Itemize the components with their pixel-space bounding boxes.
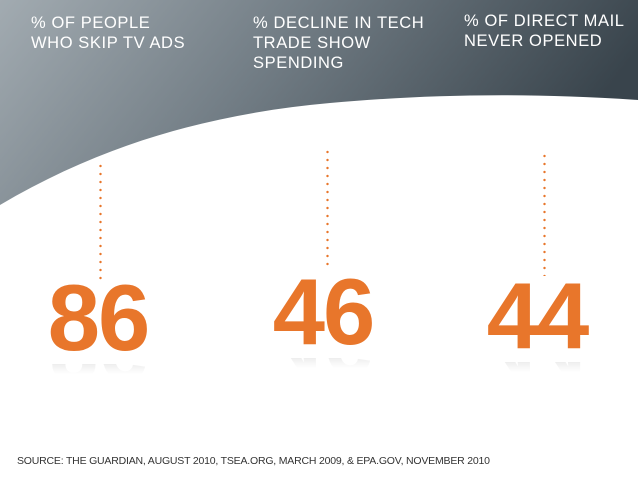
stat-value-44: 44 [486,263,590,368]
stat-label-direct-mail: % OF DIRECT MAIL NEVER OPENED [464,12,625,50]
stat-value-reflection: 44 [447,362,627,412]
stat-value-86: 86 [47,265,151,370]
dotted-connector-3 [543,152,546,276]
source-citation: SOURCE: THE GUARDIAN, AUGUST 2010, TSEA.… [17,455,490,467]
stat-label-skip-tv-ads: % OF PEOPLE WHO SKIP TV ADS [31,14,186,52]
stat-value-46: 46 [272,259,376,364]
dotted-connector-2 [326,148,329,270]
stat-block-1: 86 86 [8,265,188,414]
dotted-connector-1 [99,162,102,280]
stat-value-reflection: 46 [233,358,413,408]
stat-label-trade-show-decline: % DECLINE IN TECH TRADE SHOW SPENDING [253,14,425,72]
stat-value-reflection: 86 [8,364,188,414]
stat-block-3: 44 44 [447,263,627,412]
stat-block-2: 46 46 [233,259,413,408]
